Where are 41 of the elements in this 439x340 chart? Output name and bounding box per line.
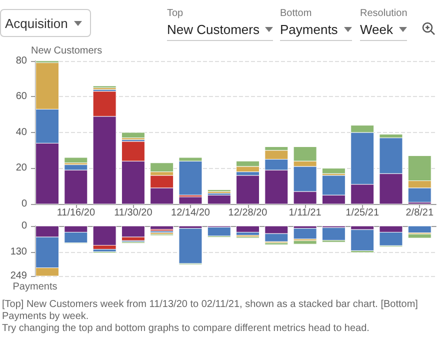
bar bbox=[178, 228, 202, 264]
x-tick-label: 1/25/21 bbox=[346, 208, 380, 218]
y-tick-label: 40 bbox=[16, 126, 28, 138]
bar bbox=[92, 226, 116, 246]
y-tick-label: 0 bbox=[21, 220, 28, 232]
dropdown-field: Week bbox=[360, 22, 407, 41]
x-tick-label: 1/11/21 bbox=[288, 208, 322, 218]
text: Bottom bbox=[280, 8, 312, 19]
text: Try changing the top and bottom graphs to compare different metrics head to head. bbox=[2, 323, 370, 335]
bar bbox=[350, 229, 374, 251]
y-axis-title: New Customers bbox=[31, 46, 102, 56]
bar bbox=[150, 162, 174, 172]
text: [Top] New Customers week from 11/13/20 to 02/11/21, shown as a stacked bar chart. [Bottom] Payments by week. bbox=[2, 299, 419, 323]
x-tick-label: 12/14/20 bbox=[171, 208, 210, 218]
bar bbox=[236, 226, 260, 232]
y-axis-title: Payments bbox=[12, 282, 58, 292]
y-tick-label: 249 bbox=[10, 270, 28, 282]
bar bbox=[236, 175, 260, 204]
bar bbox=[207, 226, 231, 236]
bar bbox=[121, 132, 145, 138]
y-tick-label: 20 bbox=[16, 162, 28, 174]
bar bbox=[121, 226, 145, 238]
bar bbox=[150, 226, 174, 230]
y-tick-label: 0 bbox=[21, 198, 28, 210]
dropdown-field: Payments bbox=[280, 22, 352, 41]
x-tick-label: 11/30/20 bbox=[114, 208, 153, 218]
y-tick-label: 80 bbox=[16, 55, 28, 66]
bar bbox=[64, 157, 88, 164]
x-tick-label: 2/8/21 bbox=[406, 208, 434, 218]
x-tick-label: 12/28/20 bbox=[228, 208, 268, 218]
dropdown-field: New Customers bbox=[167, 22, 274, 41]
y-tick-label: 60 bbox=[16, 91, 28, 102]
text: Top bbox=[167, 8, 184, 19]
bar bbox=[322, 227, 346, 241]
y-tick-label: 130 bbox=[10, 246, 28, 258]
dropdown-field: Acquisition bbox=[0, 9, 91, 37]
text: Resolution bbox=[360, 8, 408, 19]
bar bbox=[293, 228, 317, 240]
bar bbox=[293, 240, 317, 244]
bar bbox=[207, 194, 231, 204]
x-tick-label: 11/16/20 bbox=[56, 208, 96, 218]
